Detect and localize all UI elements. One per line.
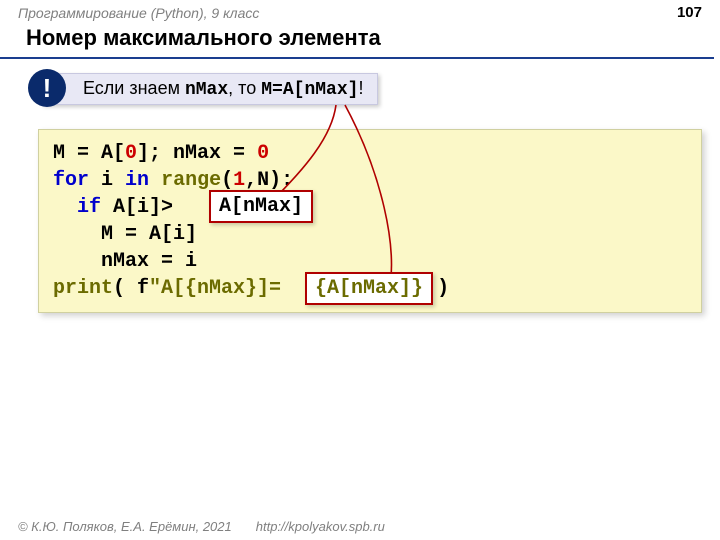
callout-text: Если знаем nMax, то M=A[nMax]! — [42, 73, 378, 105]
callout-pre: Если знаем — [83, 78, 185, 98]
callout-mid: , то — [228, 78, 261, 98]
page-number: 107 — [677, 4, 702, 21]
code-line-2: for i in range(1,N): — [53, 167, 687, 194]
code-line-4: M = A[i] — [53, 221, 687, 248]
overlay-a-nmax: A[nMax] — [209, 190, 313, 223]
callout-post: ! — [358, 78, 363, 98]
callout-code1: nMax — [185, 80, 228, 100]
callout: ! Если знаем nMax, то M=A[nMax]! — [28, 73, 720, 105]
code-line-3: if A[i]> : — [53, 194, 687, 221]
breadcrumb: Программирование (Python), 9 класс — [18, 5, 259, 21]
callout-code2: M=A[nMax] — [261, 80, 358, 100]
footer: © К.Ю. Поляков, Е.А. Ерёмин, 2021 http:/… — [0, 515, 720, 540]
copyright: © К.Ю. Поляков, Е.А. Ерёмин, 2021 — [18, 519, 232, 534]
page-title: Номер максимального элемента — [0, 23, 714, 59]
code-line-1: M = A[0]; nMax = 0 — [53, 140, 687, 167]
overlay-fmt-nmax: {A[nMax]} — [305, 272, 433, 305]
exclaim-icon: ! — [28, 69, 66, 107]
footer-url: http://kpolyakov.spb.ru — [256, 519, 385, 534]
header: Программирование (Python), 9 класс 107 — [0, 0, 720, 23]
code-line-5: nMax = i — [53, 248, 687, 275]
code-block: M = A[0]; nMax = 0 for i in range(1,N): … — [38, 129, 702, 313]
